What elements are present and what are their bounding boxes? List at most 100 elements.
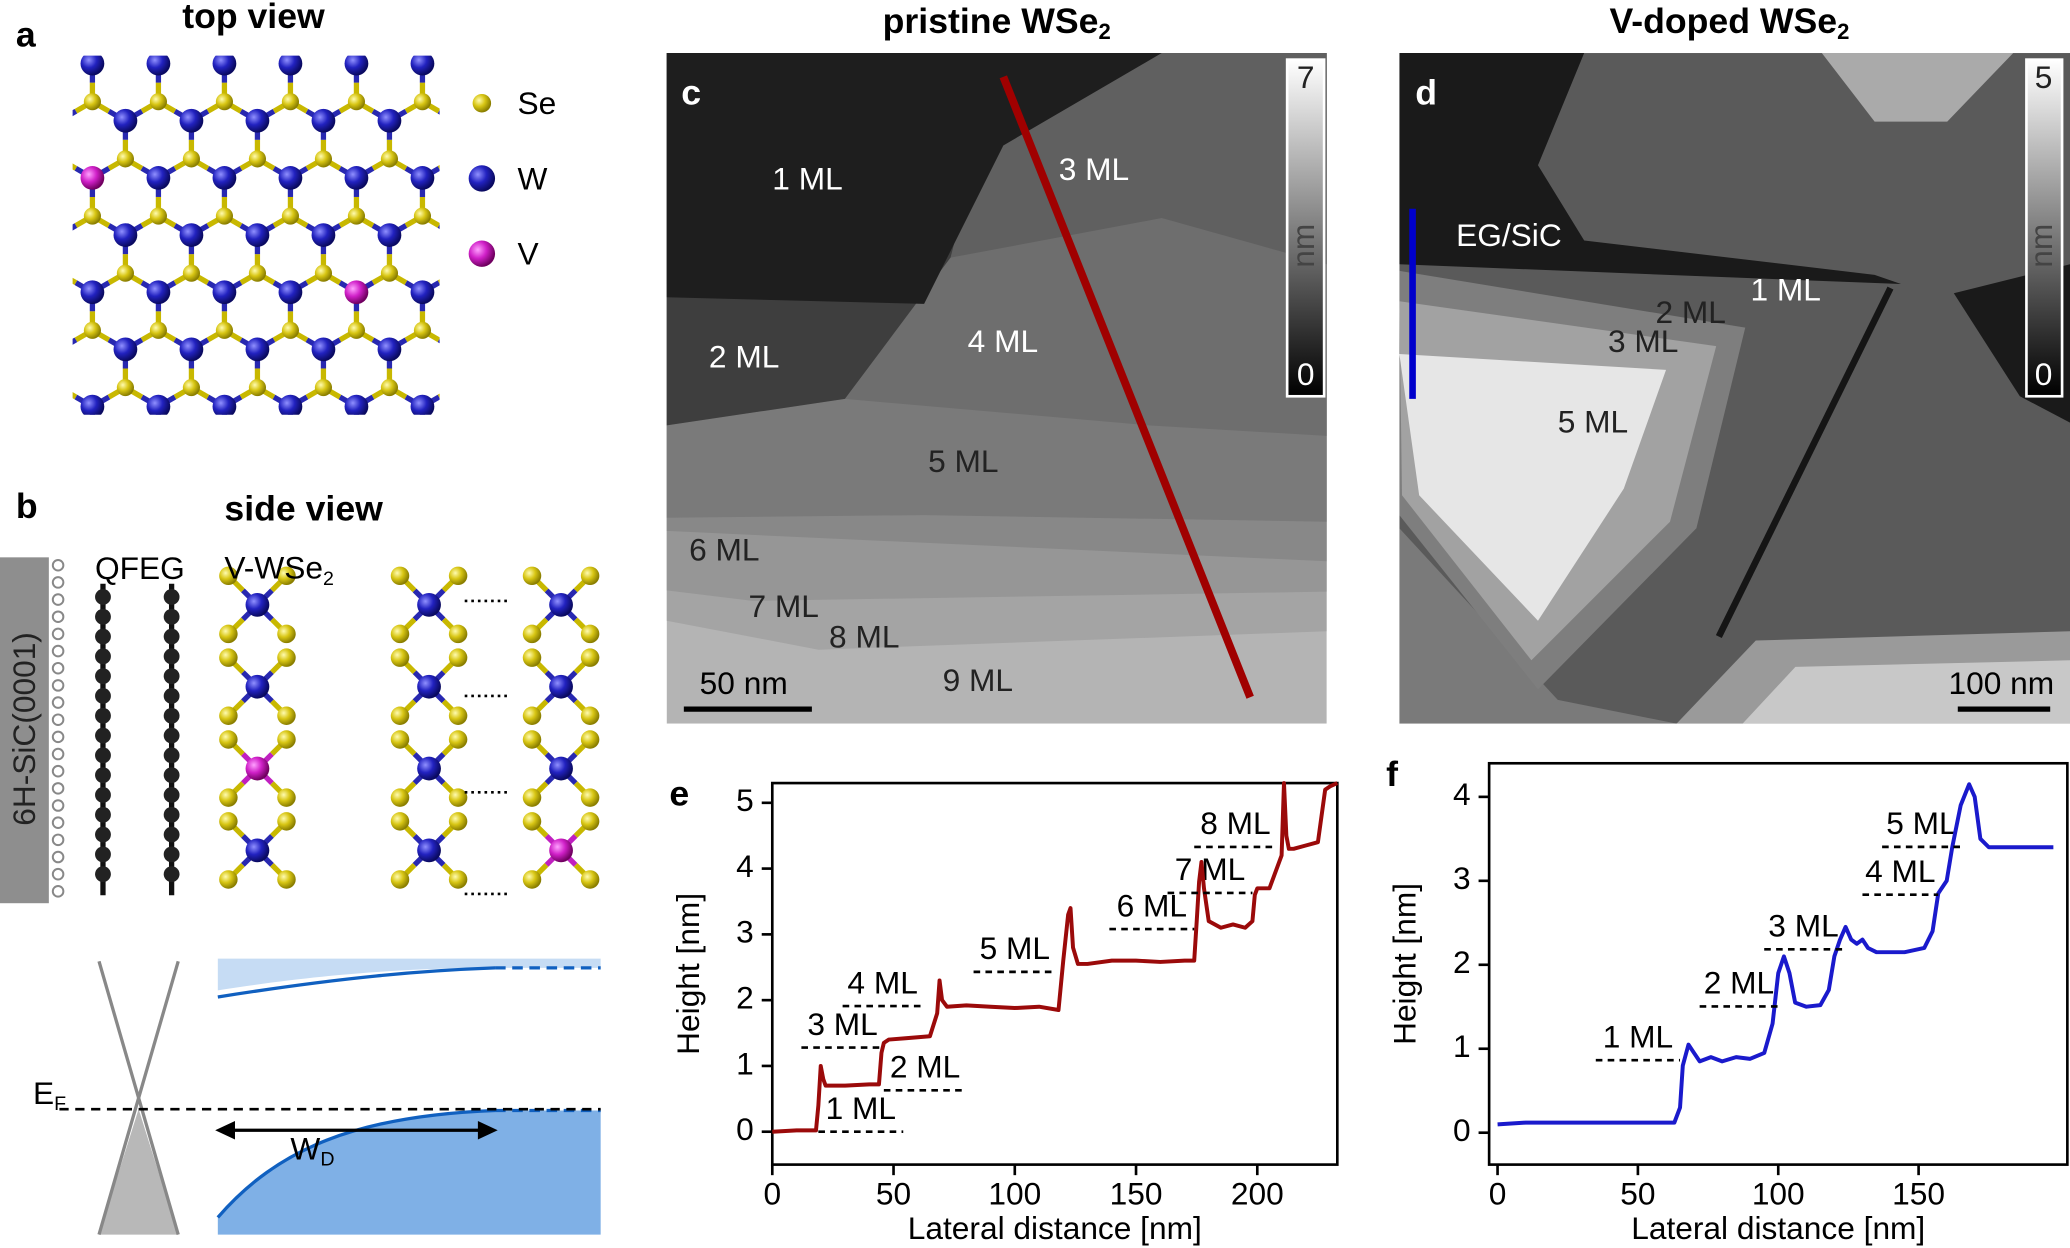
surface-atom bbox=[51, 885, 65, 898]
bond bbox=[10, 330, 27, 340]
carbon-atom bbox=[163, 767, 180, 784]
annotation: 3 ML bbox=[807, 1006, 877, 1042]
atom bbox=[580, 812, 600, 831]
atom bbox=[245, 838, 270, 863]
atom bbox=[448, 624, 468, 644]
layer-label: 2 ML bbox=[1655, 294, 1725, 330]
atom bbox=[549, 838, 573, 863]
annotation: 5 ML bbox=[1886, 805, 1956, 841]
atom bbox=[448, 730, 468, 749]
substrate-region bbox=[1399, 53, 1902, 285]
bond bbox=[455, 159, 472, 169]
atom bbox=[417, 674, 441, 699]
atom bbox=[377, 223, 402, 247]
annotation: 1 ML bbox=[1603, 1018, 1673, 1054]
carbon-atom bbox=[95, 707, 111, 724]
atom bbox=[219, 730, 238, 749]
atom bbox=[248, 378, 267, 397]
carbon-atom bbox=[95, 767, 111, 784]
atom bbox=[410, 394, 435, 415]
atom bbox=[182, 150, 201, 168]
bond bbox=[241, 454, 258, 464]
bond bbox=[472, 283, 489, 293]
surface-atom bbox=[51, 558, 65, 572]
layer-label: 5 ML bbox=[928, 443, 998, 479]
bond bbox=[142, 445, 159, 455]
atom bbox=[522, 812, 542, 831]
graphene-label: QFEG bbox=[95, 550, 185, 586]
carbon-atom bbox=[95, 747, 111, 764]
atom bbox=[48, 223, 72, 247]
bond bbox=[455, 226, 472, 236]
atom bbox=[83, 207, 101, 225]
atom bbox=[219, 624, 238, 644]
atom bbox=[447, 379, 464, 396]
carbon-atom bbox=[163, 806, 180, 823]
atom bbox=[417, 838, 441, 863]
annotation: 3 ML bbox=[1768, 908, 1838, 944]
x-tick-label: 100 bbox=[988, 1176, 1041, 1212]
y-tick-label: 0 bbox=[1453, 1112, 1471, 1148]
panel-title: pristine WSe2 bbox=[883, 1, 1111, 44]
panel-letter: b bbox=[16, 486, 38, 526]
legend-label: Se bbox=[517, 85, 556, 121]
atom bbox=[480, 436, 497, 453]
atom bbox=[390, 624, 410, 644]
bond bbox=[10, 216, 27, 226]
plot-frame bbox=[770, 781, 1339, 1166]
atom bbox=[314, 264, 333, 282]
atom bbox=[51, 379, 68, 396]
x-tick-label: 50 bbox=[876, 1176, 911, 1212]
atom bbox=[417, 756, 441, 781]
y-tick-label: 5 bbox=[736, 782, 754, 818]
surface-atom bbox=[51, 747, 65, 761]
annotation: 4 ML bbox=[1865, 853, 1935, 889]
atom bbox=[80, 280, 105, 305]
bond bbox=[59, 454, 76, 464]
bond bbox=[0, 454, 10, 464]
surface-atom bbox=[51, 799, 65, 812]
atom bbox=[311, 223, 336, 247]
atom bbox=[510, 338, 534, 362]
bond bbox=[43, 226, 60, 236]
atom bbox=[48, 109, 72, 133]
bond bbox=[437, 279, 440, 284]
label-main: V-WSe bbox=[224, 550, 323, 586]
atom bbox=[248, 264, 267, 282]
y-tick-label: 4 bbox=[736, 848, 754, 884]
atom bbox=[277, 648, 296, 667]
afm-image-c bbox=[666, 53, 1327, 724]
atom bbox=[277, 566, 296, 586]
atom bbox=[448, 566, 468, 586]
annotation: 6 ML bbox=[1117, 887, 1187, 923]
y-tick-label: 3 bbox=[736, 914, 754, 950]
atom bbox=[390, 870, 410, 889]
panel-letter: d bbox=[1415, 73, 1437, 113]
atom bbox=[182, 264, 201, 282]
annotation: 5 ML bbox=[980, 930, 1050, 966]
surface-atom bbox=[51, 850, 65, 864]
atom bbox=[448, 706, 468, 725]
atom bbox=[245, 756, 270, 781]
carbon-atom bbox=[95, 668, 111, 685]
bond bbox=[72, 223, 78, 231]
plot-frame bbox=[1487, 761, 2069, 1166]
legend-marker bbox=[468, 240, 496, 267]
layer-label: 1 ML bbox=[1751, 271, 1821, 307]
atom bbox=[245, 337, 270, 362]
atom bbox=[347, 321, 366, 339]
atom bbox=[448, 648, 468, 667]
atom bbox=[212, 394, 237, 415]
atom bbox=[149, 321, 167, 339]
bond bbox=[437, 224, 440, 229]
carbon-atom bbox=[163, 826, 180, 843]
profile-line bbox=[999, 75, 1254, 699]
panel-letter: f bbox=[1386, 754, 1398, 794]
carbon-atom bbox=[95, 589, 111, 605]
terrace bbox=[1399, 354, 1667, 621]
label-sub: 2 bbox=[1837, 19, 1849, 44]
bond bbox=[26, 102, 43, 112]
carbon-atom bbox=[163, 608, 180, 625]
legend-label: W bbox=[517, 160, 547, 196]
carbon-atom bbox=[95, 866, 111, 883]
